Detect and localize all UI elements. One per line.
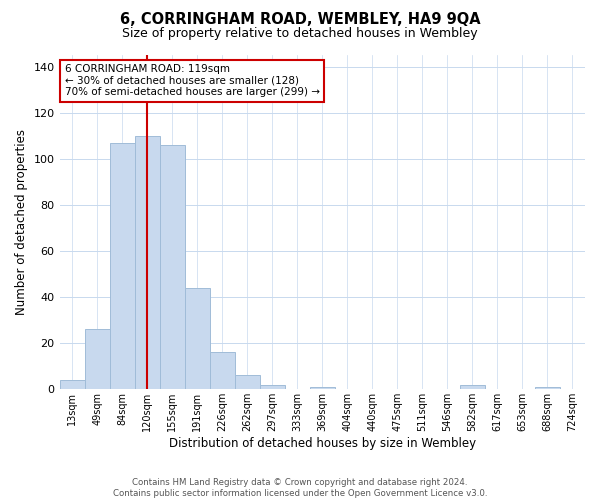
- Y-axis label: Number of detached properties: Number of detached properties: [15, 129, 28, 315]
- Text: 6, CORRINGHAM ROAD, WEMBLEY, HA9 9QA: 6, CORRINGHAM ROAD, WEMBLEY, HA9 9QA: [119, 12, 481, 28]
- Bar: [235, 376, 260, 390]
- X-axis label: Distribution of detached houses by size in Wembley: Distribution of detached houses by size …: [169, 437, 476, 450]
- Bar: [134, 136, 160, 390]
- Bar: [260, 384, 285, 390]
- Bar: [209, 352, 235, 390]
- Bar: [59, 380, 85, 390]
- Text: Contains HM Land Registry data © Crown copyright and database right 2024.
Contai: Contains HM Land Registry data © Crown c…: [113, 478, 487, 498]
- Bar: [110, 142, 134, 390]
- Bar: [460, 384, 485, 390]
- Bar: [535, 387, 560, 390]
- Bar: [310, 387, 335, 390]
- Bar: [85, 330, 110, 390]
- Text: 6 CORRINGHAM ROAD: 119sqm
← 30% of detached houses are smaller (128)
70% of semi: 6 CORRINGHAM ROAD: 119sqm ← 30% of detac…: [65, 64, 320, 98]
- Bar: [160, 145, 185, 390]
- Bar: [185, 288, 209, 390]
- Text: Size of property relative to detached houses in Wembley: Size of property relative to detached ho…: [122, 28, 478, 40]
